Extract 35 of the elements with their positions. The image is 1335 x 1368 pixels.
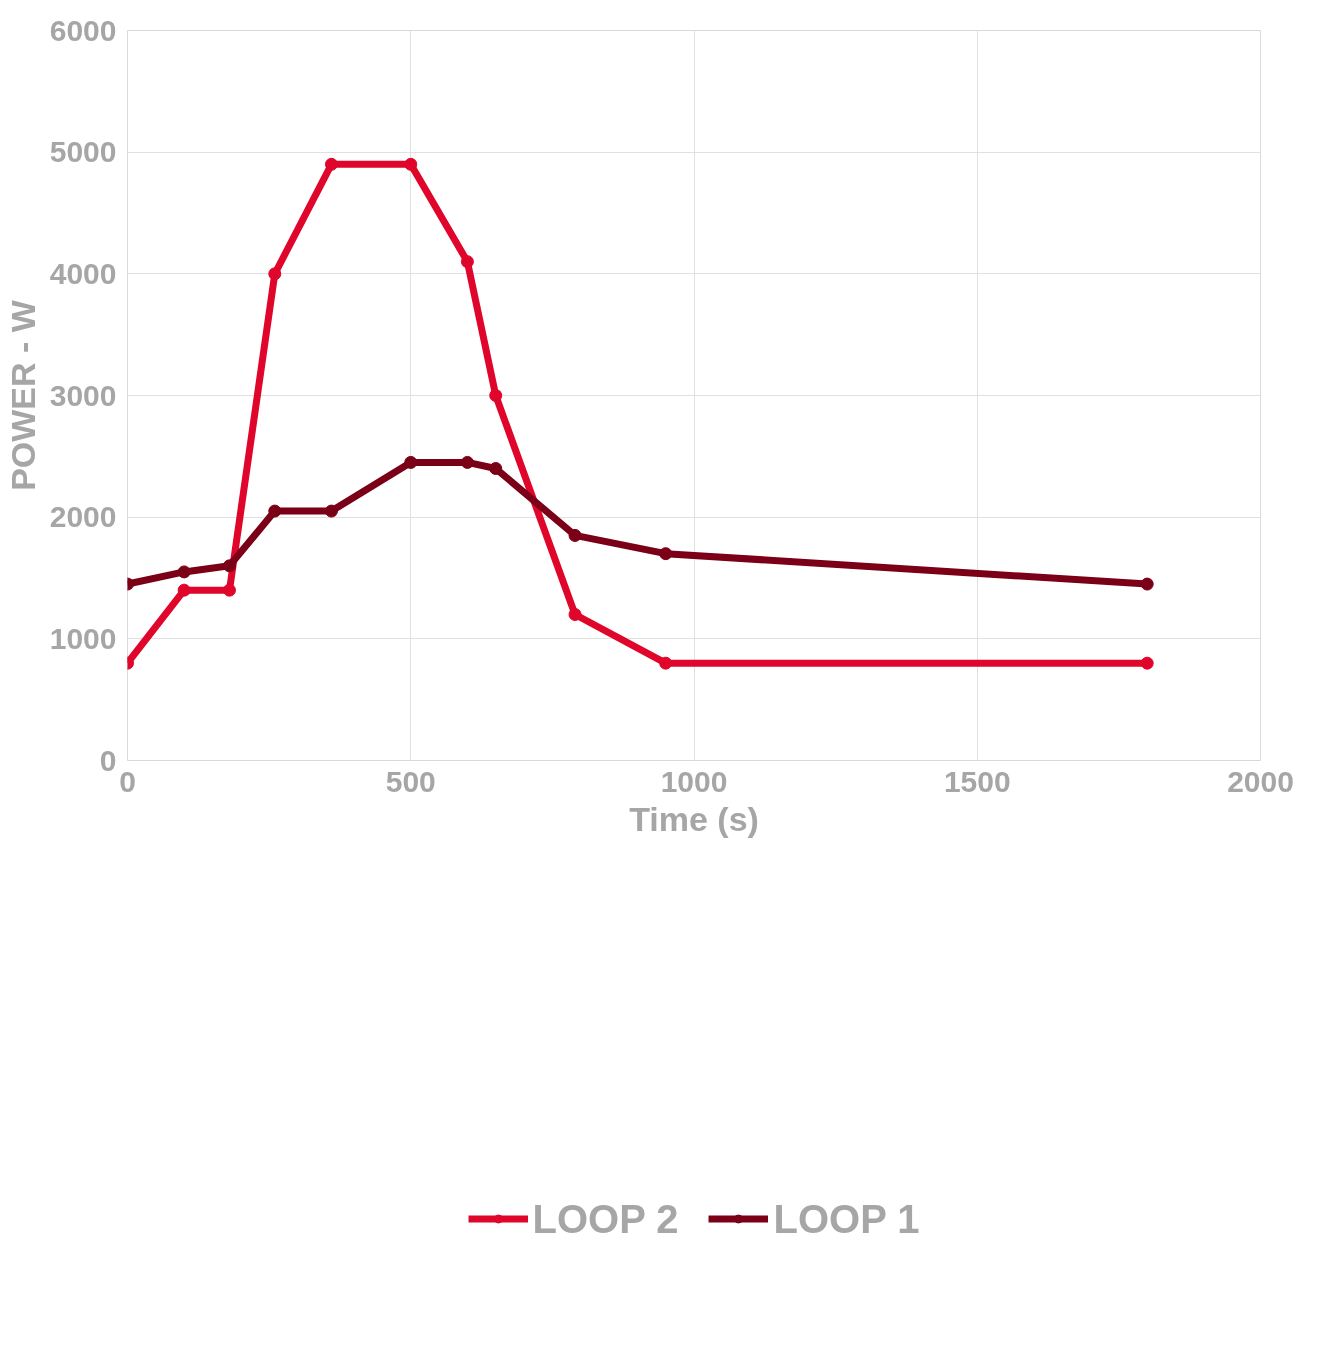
legend-label: LOOP 1 — [773, 1196, 920, 1242]
point — [460, 455, 474, 469]
point — [177, 583, 191, 597]
point — [568, 608, 582, 621]
point — [489, 389, 503, 402]
y-tick-label: 3000 — [49, 378, 117, 412]
y-tick-label: 1000 — [49, 621, 117, 655]
y-tick-label: 2000 — [49, 500, 117, 534]
legend-label: LOOP 2 — [532, 1196, 679, 1242]
point — [1140, 577, 1154, 591]
y-tick-label: 0 — [99, 743, 117, 777]
y-tick-label: 4000 — [49, 256, 117, 290]
point — [222, 559, 236, 573]
x-tick-label: 1500 — [943, 764, 1011, 798]
point — [404, 455, 418, 469]
point — [268, 504, 282, 518]
point — [177, 565, 191, 579]
point — [324, 157, 338, 171]
point — [659, 547, 673, 561]
point — [460, 255, 474, 269]
y-tick-label: 5000 — [49, 135, 117, 169]
point — [268, 267, 282, 281]
x-tick-label: 2000 — [1227, 764, 1294, 798]
y-axis-title: POWER - W — [3, 299, 42, 491]
point — [659, 656, 673, 670]
point — [404, 157, 418, 171]
point — [489, 462, 503, 475]
x-tick-label: 1000 — [660, 764, 728, 798]
point — [222, 583, 236, 597]
point — [324, 504, 338, 518]
point — [568, 528, 582, 542]
x-axis-title: Time (s) — [629, 799, 759, 838]
x-tick-label: 500 — [385, 764, 436, 798]
point — [1140, 656, 1154, 670]
y-tick-label: 6000 — [49, 13, 117, 47]
